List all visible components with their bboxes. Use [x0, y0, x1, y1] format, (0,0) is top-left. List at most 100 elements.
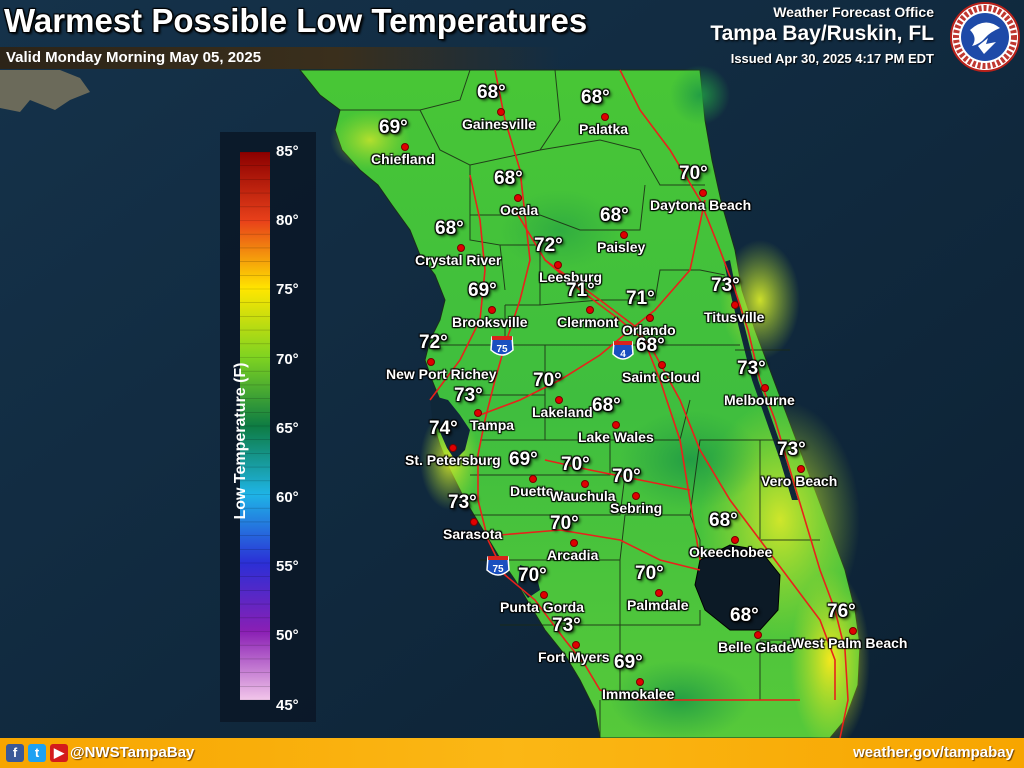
legend-tick: 75°: [276, 281, 299, 299]
city-name: Duette: [510, 483, 554, 499]
city-marker: [427, 358, 435, 366]
social-handle[interactable]: @NWSTampaBay: [70, 744, 195, 761]
city-marker: [636, 678, 644, 686]
city-marker: [497, 108, 505, 116]
city-temperature: 68°: [600, 205, 629, 226]
website-link[interactable]: weather.gov/tampabay: [853, 744, 1014, 761]
city-name: Vero Beach: [761, 473, 838, 489]
city-name: Arcadia: [547, 547, 599, 563]
city-name: Punta Gorda: [500, 599, 585, 615]
city-marker: [514, 194, 522, 202]
legend-color-bar: [240, 152, 270, 700]
city-temperature: 74°: [429, 418, 458, 439]
city-name: Sebring: [610, 500, 663, 516]
legend-tick: 80°: [276, 212, 299, 230]
city-marker: [632, 492, 640, 500]
city-name: Melbourne: [724, 392, 795, 408]
city-name: Daytona Beach: [650, 197, 752, 213]
city-marker: [529, 475, 537, 483]
city-temperature: 70°: [679, 163, 708, 184]
city-temperature: 73°: [737, 358, 766, 379]
city-name: Lake Wales: [578, 429, 654, 445]
city-name: Leesburg: [539, 269, 603, 285]
city-temperature: 76°: [827, 601, 856, 622]
city-temperature: 69°: [614, 652, 643, 673]
city-temperature: 69°: [379, 117, 408, 138]
city-temperature: 68°: [494, 168, 523, 189]
city-marker: [586, 306, 594, 314]
footer: f t ▶ @NWSTampaBay weather.gov/tampabay: [0, 738, 1024, 768]
i75-south-shield-label: 75: [492, 564, 504, 575]
city-name: Okeechobee: [689, 544, 773, 560]
city-name: Chiefland: [371, 151, 435, 167]
city-name: Wauchula: [550, 488, 616, 504]
header: Warmest Possible Low Temperatures Valid …: [0, 0, 1024, 72]
city-marker: [658, 361, 666, 369]
city-name: Crystal River: [415, 252, 502, 268]
twitter-icon[interactable]: t: [28, 744, 46, 762]
city-name: St. Petersburg: [405, 452, 501, 468]
legend-tick: 70°: [276, 350, 299, 368]
city-name: West Palm Beach: [791, 635, 908, 651]
city-temperature: 68°: [435, 218, 464, 239]
city-marker: [849, 627, 857, 635]
legend-title: Low Temperature (F): [232, 362, 249, 520]
city-name: Lakeland: [532, 404, 593, 420]
city-name: Gainesville: [462, 116, 536, 132]
city-marker: [474, 409, 482, 417]
city-temperature: 68°: [592, 395, 621, 416]
city-temperature: 69°: [509, 449, 538, 470]
i4-shield-label: 4: [620, 349, 626, 360]
i75-shield: 75: [490, 336, 514, 356]
city-marker: [554, 261, 562, 269]
city-marker: [601, 113, 609, 121]
city-temperature: 70°: [533, 370, 562, 391]
city-marker: [620, 231, 628, 239]
valid-date: Valid Monday Morning May 05, 2025: [6, 49, 262, 66]
i4-shield: 4: [612, 341, 634, 360]
city-marker: [555, 396, 563, 404]
city-name: New Port Richey: [386, 366, 497, 382]
city-name: Ocala: [500, 202, 539, 218]
city-name: Saint Cloud: [622, 369, 700, 385]
city-temperature: 71°: [626, 288, 655, 309]
city-marker: [797, 465, 805, 473]
city-marker: [457, 244, 465, 252]
city-name: Brooksville: [452, 314, 528, 330]
nws-logo-icon: [950, 2, 1020, 72]
i75-south-shield: 75: [486, 556, 510, 576]
youtube-icon[interactable]: ▶: [50, 744, 68, 762]
city-marker: [655, 589, 663, 597]
city-temperature: 73°: [454, 385, 483, 406]
i75-shield-label: 75: [496, 344, 508, 355]
city-name: Belle Glade: [718, 639, 795, 655]
city-temperature: 68°: [477, 82, 506, 103]
city-name: Orlando: [622, 322, 676, 338]
facebook-icon[interactable]: f: [6, 744, 24, 762]
city-name: Fort Myers: [538, 649, 610, 665]
city-marker: [488, 306, 496, 314]
city-marker: [470, 518, 478, 526]
city-temperature: 68°: [636, 335, 665, 356]
city-name: Clermont: [557, 314, 619, 330]
city-marker: [581, 480, 589, 488]
city-temperature: 72°: [419, 332, 448, 353]
city-temperature: 73°: [777, 439, 806, 460]
issued-time: Issued Apr 30, 2025 4:17 PM EDT: [730, 51, 934, 66]
legend-tick: 65°: [276, 419, 299, 437]
city-temperature: 68°: [730, 605, 759, 626]
city-marker: [731, 536, 739, 544]
city-marker: [572, 641, 580, 649]
legend: 85° 80° 75° 70° 65° 60° 55° 50° 45° Low Temperat…: [220, 132, 316, 722]
page-title: Warmest Possible Low Temperatures: [4, 2, 588, 39]
legend-tick: 60°: [276, 489, 299, 506]
city-marker: [570, 539, 578, 547]
city-marker: [754, 631, 762, 639]
city-temperature: 70°: [635, 563, 664, 584]
legend-tick: 85°: [276, 143, 299, 160]
city-name: Tampa: [470, 417, 515, 433]
city-temperature: 70°: [518, 565, 547, 586]
city-temperature: 72°: [534, 235, 563, 256]
